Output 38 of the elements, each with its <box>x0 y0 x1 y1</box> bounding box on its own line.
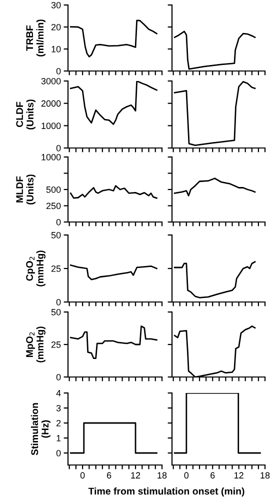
y-tick-label: 0 <box>56 450 61 456</box>
y-tick-label: 50 <box>51 308 61 316</box>
x-tick-label: 12 <box>234 472 244 478</box>
y-tick-label: 0 <box>56 298 61 306</box>
y-tick-label: 25 <box>51 341 61 348</box>
y-tick-label: 3000 <box>41 78 61 84</box>
x-tick-label: 6 <box>106 472 112 479</box>
x-tick-label: 6 <box>210 472 215 479</box>
y-tick-label: 1000 <box>42 122 61 130</box>
y-axis-title: CLDF (Units) <box>16 100 36 130</box>
y-tick-label: 0 <box>56 374 61 380</box>
y-tick-label: 20 <box>51 24 61 30</box>
y-tick-label: 3 <box>56 404 61 412</box>
y-axis-title: TRBF (ml/min) <box>26 20 46 56</box>
x-tick-label: 0 <box>184 472 189 479</box>
y-tick-label: 4 <box>56 390 61 396</box>
x-axis-title: Time from stimulation onset (min) <box>88 487 244 497</box>
y-tick-label: 250 <box>46 202 61 210</box>
x-tick-label: 0 <box>80 472 85 479</box>
y-tick-label: 1000 <box>42 154 61 160</box>
y-tick-label: 2000 <box>41 100 61 107</box>
y-axis-title: MLDF (Units) <box>16 174 36 204</box>
y-tick-label: 50 <box>51 232 61 238</box>
y-tick-label: 1 <box>56 435 61 442</box>
y-tick-label: 10 <box>52 46 61 52</box>
x-tick-label: 18 <box>260 472 270 479</box>
y-tick-label: 2 <box>56 420 61 426</box>
y-axis-title: MpO$_{2}$ (mmHg) <box>26 326 46 362</box>
y-tick-label: 30 <box>51 2 61 8</box>
y-tick-label: 500 <box>46 186 61 193</box>
x-tick-label: 18 <box>158 472 167 479</box>
y-tick-label: 0 <box>56 218 61 226</box>
y-tick-label: 0 <box>56 144 61 152</box>
x-tick-label: 12 <box>131 472 140 478</box>
y-axis-title: CpO$_{2}$ (mmHg) <box>26 250 46 286</box>
y-tick-label: 0 <box>56 68 61 74</box>
y-tick-label: 25 <box>51 265 61 272</box>
y-axis-title: Stimulation (Hz) <box>30 403 50 456</box>
